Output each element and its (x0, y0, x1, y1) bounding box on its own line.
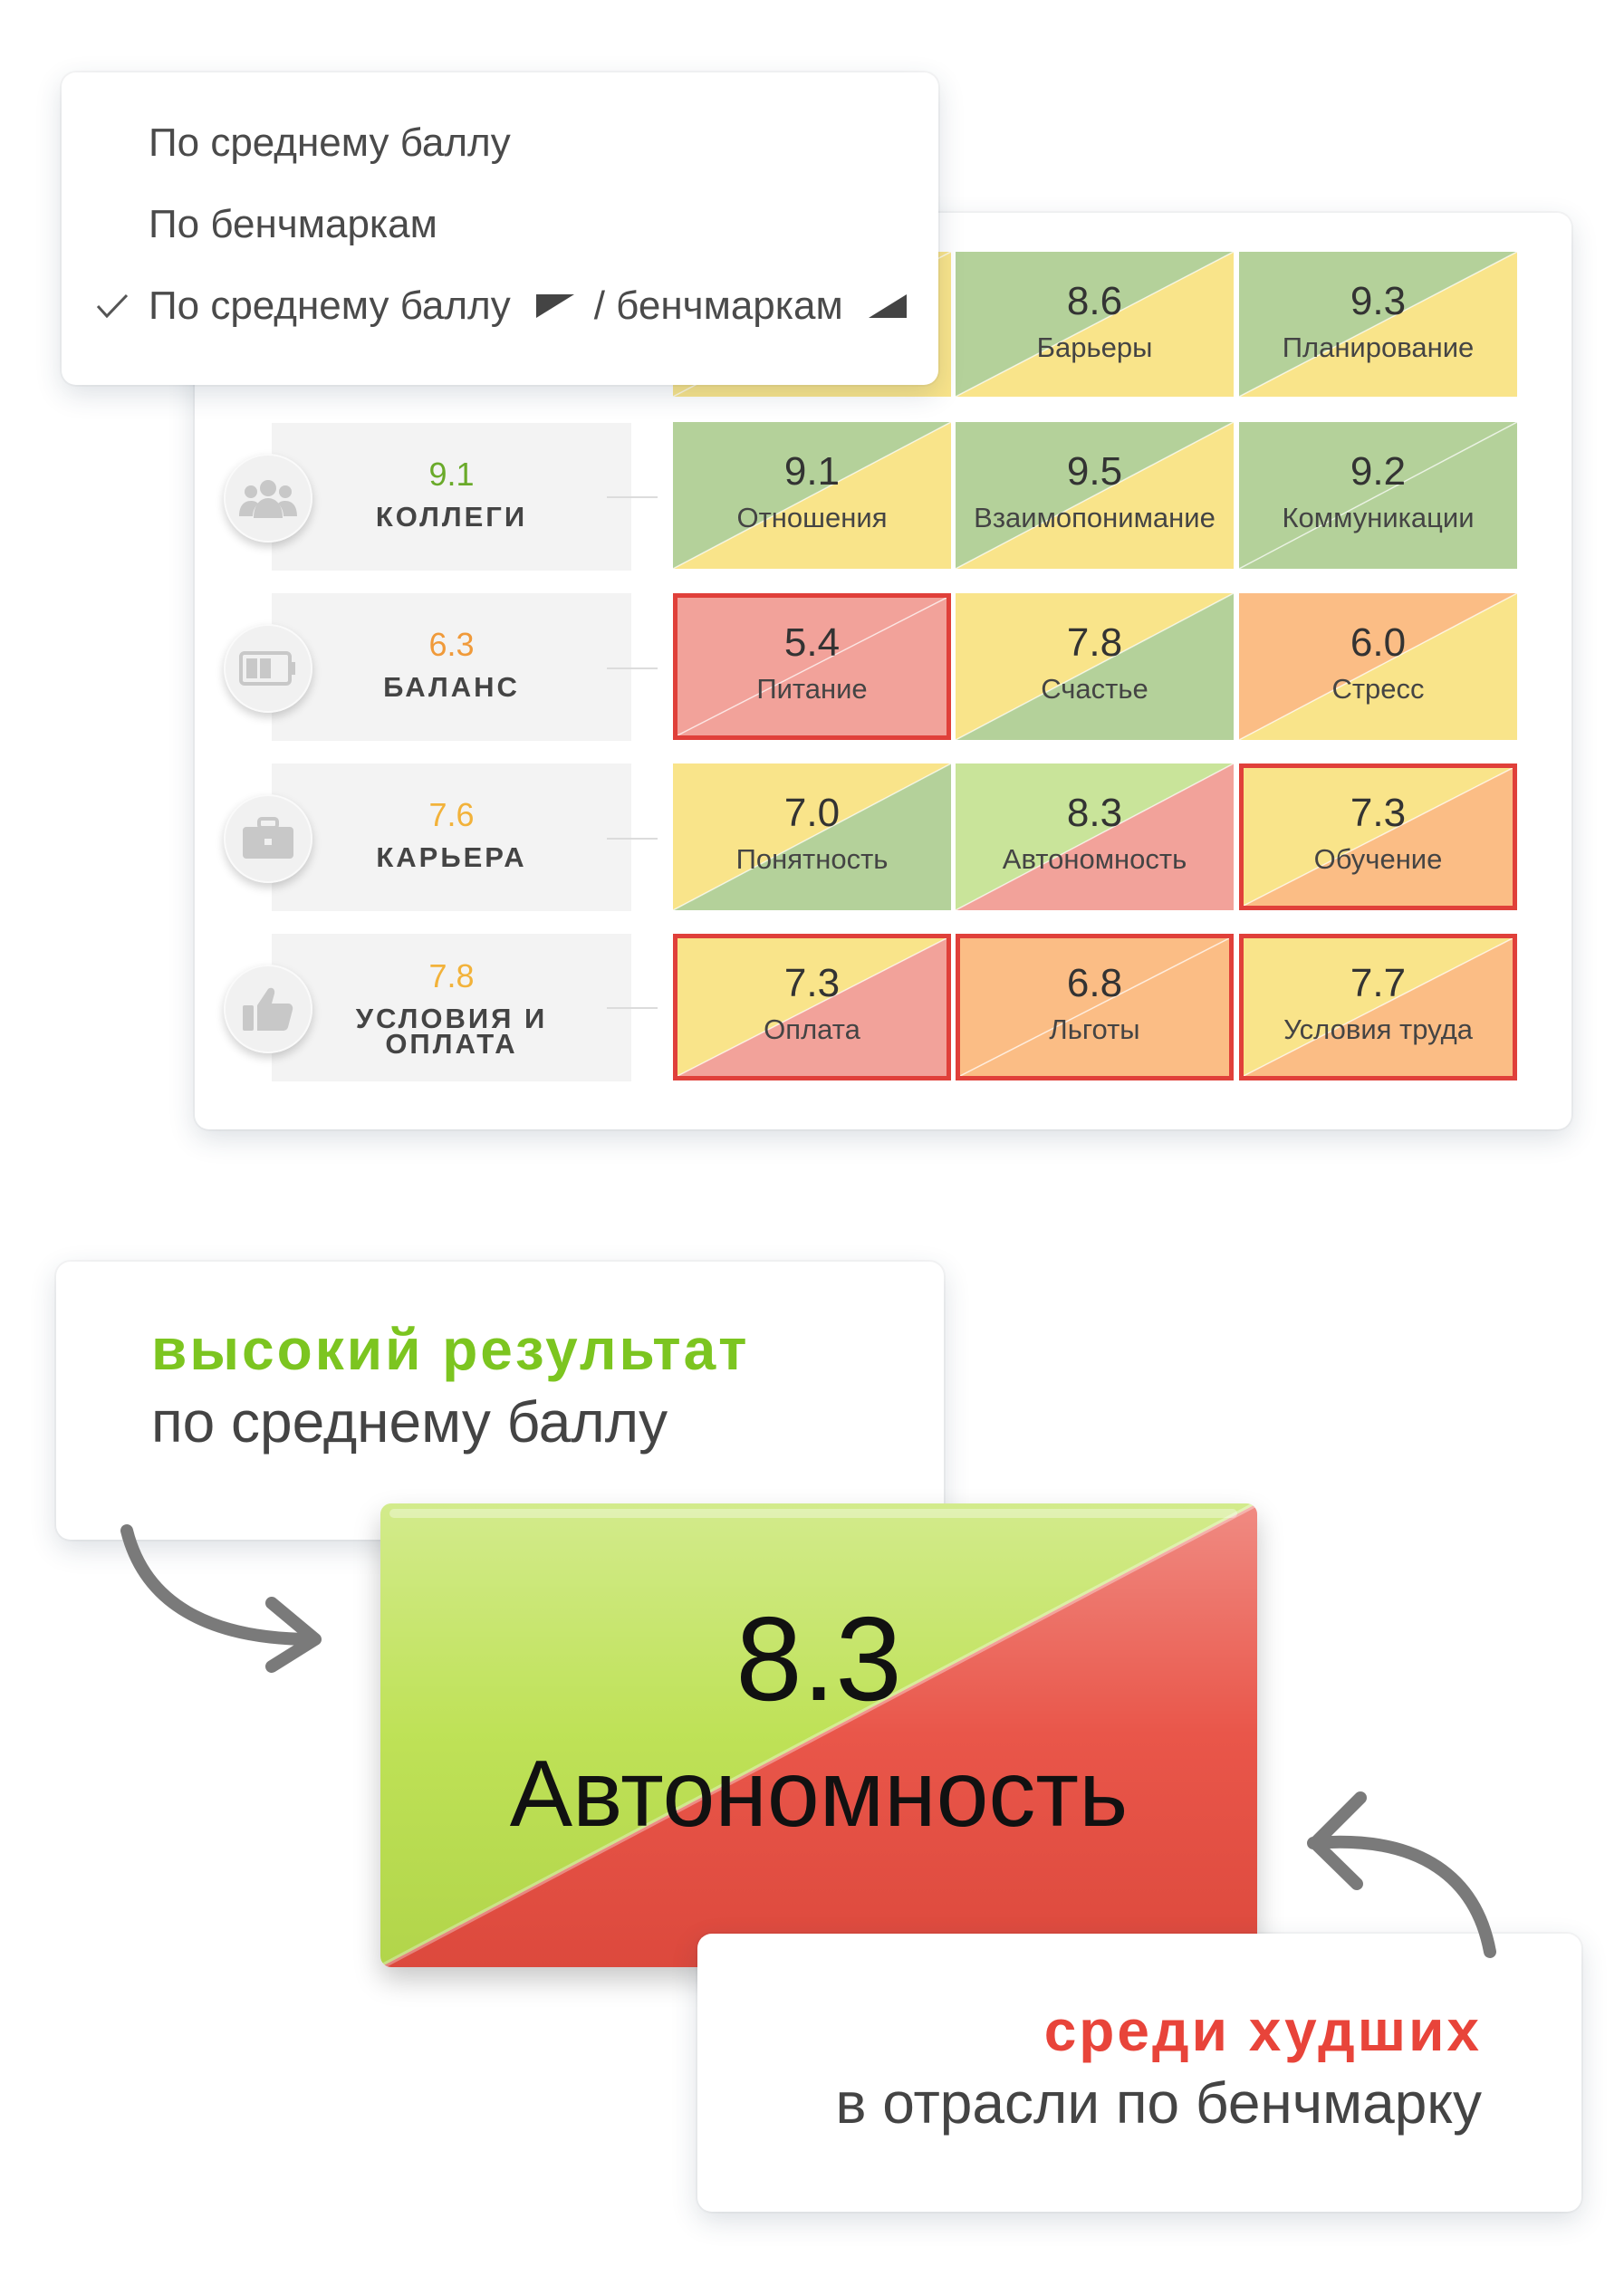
menu-item-label: По среднему баллу (149, 120, 511, 165)
callout-low-subtitle: в отрасли по бенчмарку (835, 2070, 1483, 2136)
callout-low-title: среди худших (1043, 1998, 1482, 2063)
cell-diagonal-background (1239, 422, 1517, 569)
curved-arrow-left-icon (1307, 1791, 1496, 1958)
metric-cell[interactable]: 5.4 Питание (673, 593, 951, 740)
category-name: УСЛОВИЯ И ОПЛАТА (355, 1003, 548, 1060)
cell-label: Льготы (1049, 1013, 1140, 1045)
cell-score: 7.0 (783, 791, 841, 835)
cell-score: 7.3 (783, 961, 841, 1005)
cell-label: Автономность (1002, 843, 1187, 875)
cell-label: Стресс (1331, 673, 1425, 705)
connector-line (607, 667, 658, 669)
cell-diagonal-background (956, 252, 1234, 397)
cell-label: Барьеры (1036, 331, 1153, 363)
category-name: БАЛАНС (383, 671, 520, 703)
category-score: 7.8 (428, 957, 475, 994)
cell-score: 6.8 (1066, 961, 1123, 1005)
category-name: КАРЬЕРА (376, 841, 527, 873)
metric-cell[interactable]: 9.2 Коммуникации (1239, 422, 1517, 569)
menu-item-by-average-and-benchmark[interactable]: По среднему баллу / бенчмаркам (62, 270, 938, 342)
cell-diagonal-background (1239, 593, 1517, 740)
cell-score: 7.7 (1350, 961, 1407, 1005)
tile-score: 8.3 (735, 1592, 902, 1725)
triangle-bottom-right-icon (868, 294, 907, 318)
cell-diagonal-background (960, 938, 1229, 1076)
cell-score: 9.3 (1350, 279, 1407, 323)
cell-label: Взаимопонимание (974, 502, 1216, 533)
cell-score: 8.6 (1066, 279, 1123, 323)
cell-score: 7.3 (1350, 791, 1407, 835)
cell-label: Оплата (764, 1013, 860, 1045)
metric-cell[interactable]: 9.3 Планирование (1239, 252, 1517, 397)
menu-item-label: По бенчмаркам (149, 202, 437, 246)
tile-label: Автономность (509, 1742, 1129, 1847)
cell-score: 9.2 (1350, 449, 1407, 494)
category-score: 6.3 (428, 626, 475, 663)
cell-diagonal-background (673, 422, 951, 569)
cell-diagonal-background (956, 593, 1234, 740)
people-icon (224, 454, 312, 543)
category-colleagues[interactable]: 9.1 КОЛЛЕГИ (272, 423, 631, 571)
cell-diagonal-background (956, 763, 1234, 910)
cell-score: 5.4 (783, 620, 841, 665)
metric-cell[interactable]: 7.0 Понятность (673, 763, 951, 910)
metric-cell[interactable]: 6.0 Стресс (1239, 593, 1517, 740)
menu-item-label-benchmark: / бенчмаркам (593, 283, 843, 328)
metric-cell[interactable]: 7.3 Оплата (673, 934, 951, 1080)
metric-cell[interactable]: 8.3 Автономность (956, 763, 1234, 910)
briefcase-icon (224, 794, 312, 883)
metric-cell[interactable]: 9.1 Отношения (673, 422, 951, 569)
category-score: 7.6 (428, 796, 475, 833)
cell-label: Обучение (1313, 843, 1443, 875)
metric-cell[interactable]: 7.3 Обучение (1239, 763, 1517, 910)
menu-item-by-benchmark[interactable]: По бенчмаркам (62, 188, 938, 261)
category-name: КОЛЛЕГИ (375, 501, 528, 533)
curved-arrow-right-icon (120, 1524, 322, 1673)
category-score: 9.1 (428, 456, 475, 493)
connector-line (607, 496, 658, 498)
cell-diagonal-background (956, 422, 1234, 569)
cell-label: Условия труда (1283, 1013, 1473, 1045)
connector-line (607, 1007, 658, 1009)
metric-cell[interactable]: 7.7 Условия труда (1239, 934, 1517, 1080)
cell-score: 6.0 (1350, 620, 1407, 665)
cell-diagonal-background (1239, 252, 1517, 397)
callout-high-result: высокий результат по среднему баллу (56, 1262, 944, 1540)
battery-icon (224, 624, 312, 713)
cell-label: Питание (756, 673, 868, 705)
connector-line (607, 838, 658, 840)
cell-diagonal-background (677, 938, 947, 1076)
cell-diagonal-background (1244, 768, 1513, 906)
cell-label: Счастье (1041, 673, 1148, 705)
cell-score: 7.8 (1066, 620, 1123, 665)
metric-cell[interactable]: 8.6 Барьеры (956, 252, 1234, 397)
callout-high-subtitle: по среднему баллу (151, 1389, 668, 1455)
metric-cell[interactable]: 9.5 Взаимопонимание (956, 422, 1234, 569)
cell-label: Планирование (1282, 331, 1475, 363)
tile-diagonal-background (380, 1503, 1257, 1967)
category-career[interactable]: 7.6 КАРЬЕРА (272, 763, 631, 911)
metric-cell[interactable]: 6.8 Льготы (956, 934, 1234, 1080)
thumbs-up-icon (224, 965, 312, 1053)
menu-item-by-average[interactable]: По среднему баллу (62, 107, 938, 179)
cell-label: Отношения (736, 502, 888, 533)
category-balance[interactable]: 6.3 БАЛАНС (272, 593, 631, 741)
cell-label: Коммуникации (1282, 502, 1475, 533)
autonomy-tile-enlarged: 8.3 Автономность (380, 1503, 1257, 1967)
cell-score: 8.3 (1066, 791, 1123, 835)
cell-diagonal-background (1244, 938, 1513, 1076)
callout-low-result: среди худших в отрасли по бенчмарку (697, 1934, 1581, 2212)
cell-diagonal-background (677, 598, 947, 735)
cell-label: Понятность (735, 843, 889, 875)
menu-item-label: По среднему баллу (149, 283, 511, 328)
cell-score: 9.1 (783, 449, 841, 494)
checkmark-icon (96, 293, 129, 319)
callout-high-title: высокий результат (151, 1317, 750, 1382)
cell-score: 9.5 (1066, 449, 1123, 494)
sort-dropdown-menu: По среднему баллу По бенчмаркам По средн… (62, 72, 938, 385)
cell-diagonal-background (673, 763, 951, 910)
triangle-top-left-icon (535, 294, 574, 318)
category-conditions-pay[interactable]: 7.8 УСЛОВИЯ И ОПЛАТА (272, 934, 631, 1081)
metric-cell[interactable]: 7.8 Счастье (956, 593, 1234, 740)
